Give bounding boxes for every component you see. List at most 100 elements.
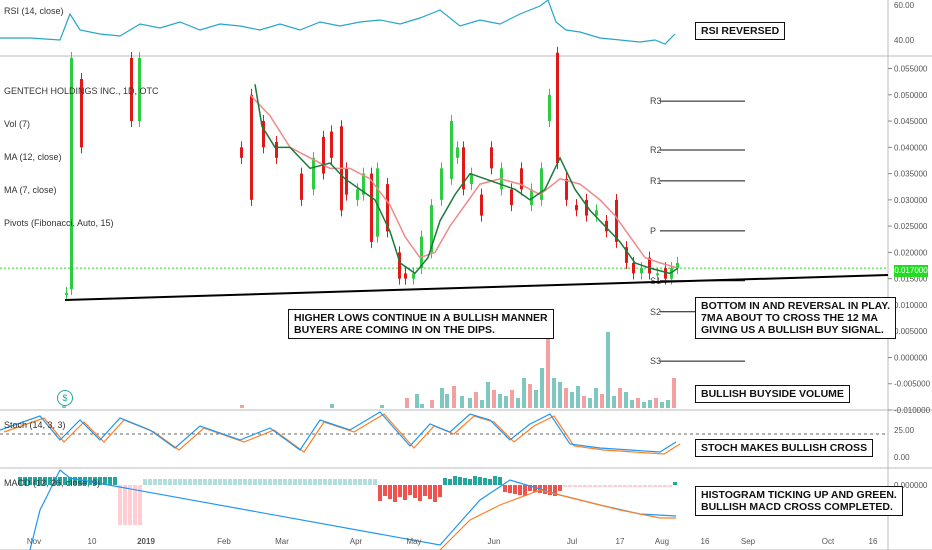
macd-histogram-bar	[103, 477, 107, 485]
volume-bar	[430, 400, 434, 408]
macd-histogram-bar	[158, 479, 162, 485]
volume-bar	[618, 388, 622, 408]
volume-bar	[62, 406, 66, 408]
macd-histogram-bar	[323, 479, 327, 485]
macd-title: MACD (12, 26, close, 9)	[4, 478, 101, 488]
volume-bar	[606, 332, 610, 408]
macd-histogram-bar	[138, 485, 142, 525]
time-tick-label: Mar	[275, 537, 289, 546]
macd-histogram-bar	[268, 479, 272, 485]
candle-body	[138, 58, 141, 122]
candle-body	[404, 273, 407, 279]
macd-histogram-bar	[518, 485, 522, 495]
macd-histogram-bar	[258, 479, 262, 485]
rsi-tick-label: 60.00	[894, 1, 915, 10]
macd-histogram-bar	[143, 479, 147, 485]
macd-histogram-bar	[483, 478, 487, 485]
candle-body	[605, 220, 608, 232]
candle-body	[440, 168, 443, 200]
macd-histogram-bar	[43, 477, 47, 485]
macd-histogram-bar	[648, 485, 652, 487]
macd-histogram-bar	[558, 485, 562, 491]
macd-histogram-bar	[118, 485, 122, 525]
volume-bar	[405, 398, 409, 408]
candle-body	[80, 79, 83, 148]
candle-body	[548, 94, 551, 122]
volume-bar	[564, 388, 568, 408]
candle-body	[412, 273, 415, 279]
macd-histogram-bar	[548, 485, 552, 495]
time-tick-label: 2019	[137, 537, 155, 546]
candle-body	[275, 142, 278, 158]
candle-body	[510, 189, 513, 206]
macd-histogram-bar	[353, 479, 357, 485]
macd-histogram-bar	[573, 485, 577, 487]
volume-bar	[600, 394, 604, 408]
volume-bar	[468, 398, 472, 408]
time-tick-label: 16	[869, 537, 878, 546]
ma7-title: MA (7, close)	[4, 185, 57, 195]
candle-body	[420, 236, 423, 269]
macd-histogram-bar	[633, 485, 637, 487]
macd-histogram-bar	[373, 479, 377, 485]
main-title: GENTECH HOLDINGS INC., 1D, OTC Vol (7) M…	[4, 64, 159, 240]
candle-body	[664, 268, 667, 279]
volume-bar	[588, 398, 592, 408]
volume-bar	[666, 400, 670, 408]
macd-histogram-bar	[443, 478, 447, 485]
macd-histogram-bar	[243, 479, 247, 485]
candle-body	[450, 121, 453, 179]
candle-body	[540, 168, 543, 200]
macd-histogram-bar	[553, 485, 557, 496]
macd-histogram-bar	[173, 479, 177, 485]
price-axis: 0.055000 0.050000 0.045000 0.040000 0.035000…	[888, 1, 931, 490]
time-tick-label: 16	[701, 537, 710, 546]
macd-histogram-bar	[233, 479, 237, 485]
macd-histogram-bar	[508, 485, 512, 493]
macd-histogram-bar	[133, 485, 137, 525]
macd-histogram-bar	[393, 485, 397, 502]
time-tick-label: Jun	[488, 537, 501, 546]
macd-histogram-bar	[603, 485, 607, 487]
macd-histogram-bar	[563, 485, 567, 487]
macd-histogram-bar	[378, 485, 382, 501]
macd-histogram-bar	[18, 477, 22, 485]
pivot-levels: R3 R2 R1 P S1 S2 S3	[0, 96, 888, 366]
note-macd: HISTOGRAM TICKING UP AND GREEN. BULLISH …	[695, 486, 903, 516]
macd-histogram-bar	[368, 479, 372, 485]
macd-histogram-bar	[643, 485, 647, 487]
macd-histogram-bar	[288, 479, 292, 485]
macd-histogram-bar	[218, 479, 222, 485]
price-tick-label: 0.040000	[894, 143, 928, 152]
macd-histogram-bar	[448, 479, 452, 485]
volume-bar	[636, 398, 640, 408]
macd-histogram-bar	[88, 477, 92, 485]
macd-histogram-bar	[618, 485, 622, 487]
candle-body	[300, 173, 303, 200]
candle-body	[345, 168, 348, 195]
stoch-tick-label: 0.00	[894, 453, 910, 462]
volume-bar	[654, 398, 658, 408]
macd-histogram-bar	[208, 479, 212, 485]
macd-histogram-bar	[588, 485, 592, 487]
volume-bar	[546, 322, 550, 408]
macd-histogram-bar	[458, 477, 462, 485]
candle-body	[640, 268, 643, 274]
price-tick-label: 0.050000	[894, 91, 928, 100]
volume-bar	[660, 402, 664, 408]
time-tick-label: Sep	[741, 537, 756, 546]
time-tick-label: Feb	[217, 537, 231, 546]
macd-histogram-bar	[398, 485, 402, 497]
price-tick-label: 0.055000	[894, 65, 928, 74]
volume-bar	[576, 386, 580, 408]
time-tick-label: May	[406, 537, 421, 546]
macd-histogram-bar	[298, 479, 302, 485]
volume-bar	[486, 382, 490, 408]
candle-body	[250, 94, 253, 200]
macd-histogram-bar	[333, 479, 337, 485]
macd-tick-label: 0.000000	[894, 481, 928, 490]
price-tick-label: 0.030000	[894, 196, 928, 205]
dividend-icon[interactable]: $	[57, 390, 73, 406]
candle-body	[130, 58, 133, 122]
